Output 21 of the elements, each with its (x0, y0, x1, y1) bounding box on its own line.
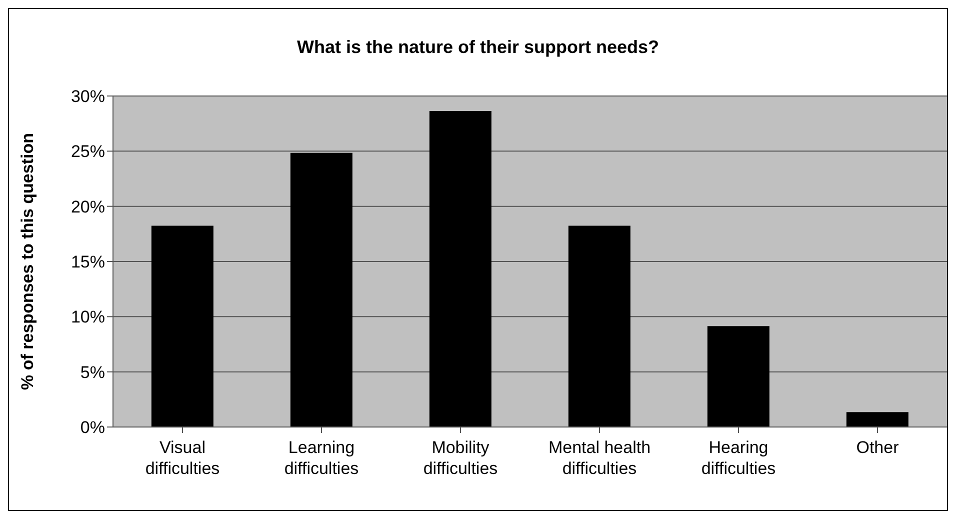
y-axis-title: % of responses to this question (18, 133, 38, 390)
bar (151, 226, 214, 427)
bar (568, 226, 630, 427)
x-tick-label: Hearing difficulties (701, 438, 776, 478)
y-tick-label: 15% (70, 252, 105, 272)
y-tick-label: 20% (70, 197, 105, 216)
y-tick-label: 0% (80, 418, 105, 438)
x-tick-label: Other (856, 438, 900, 457)
x-tick-label: Mobility difficulties (423, 438, 498, 478)
bar (846, 412, 908, 427)
chart-title: What is the nature of their support needs? (296, 37, 660, 58)
bar (707, 326, 770, 427)
bar (290, 152, 352, 427)
x-tick-label: Visual difficulties (145, 438, 220, 478)
y-tick-label: 30% (70, 87, 105, 106)
y-tick-label: 25% (70, 142, 105, 162)
bar (429, 110, 492, 427)
y-tick-label: 5% (80, 362, 105, 382)
x-tick-label: Learning difficulties (284, 438, 359, 478)
y-tick-label: 10% (70, 308, 105, 327)
x-tick-label: Mental health difficulties (548, 438, 651, 478)
